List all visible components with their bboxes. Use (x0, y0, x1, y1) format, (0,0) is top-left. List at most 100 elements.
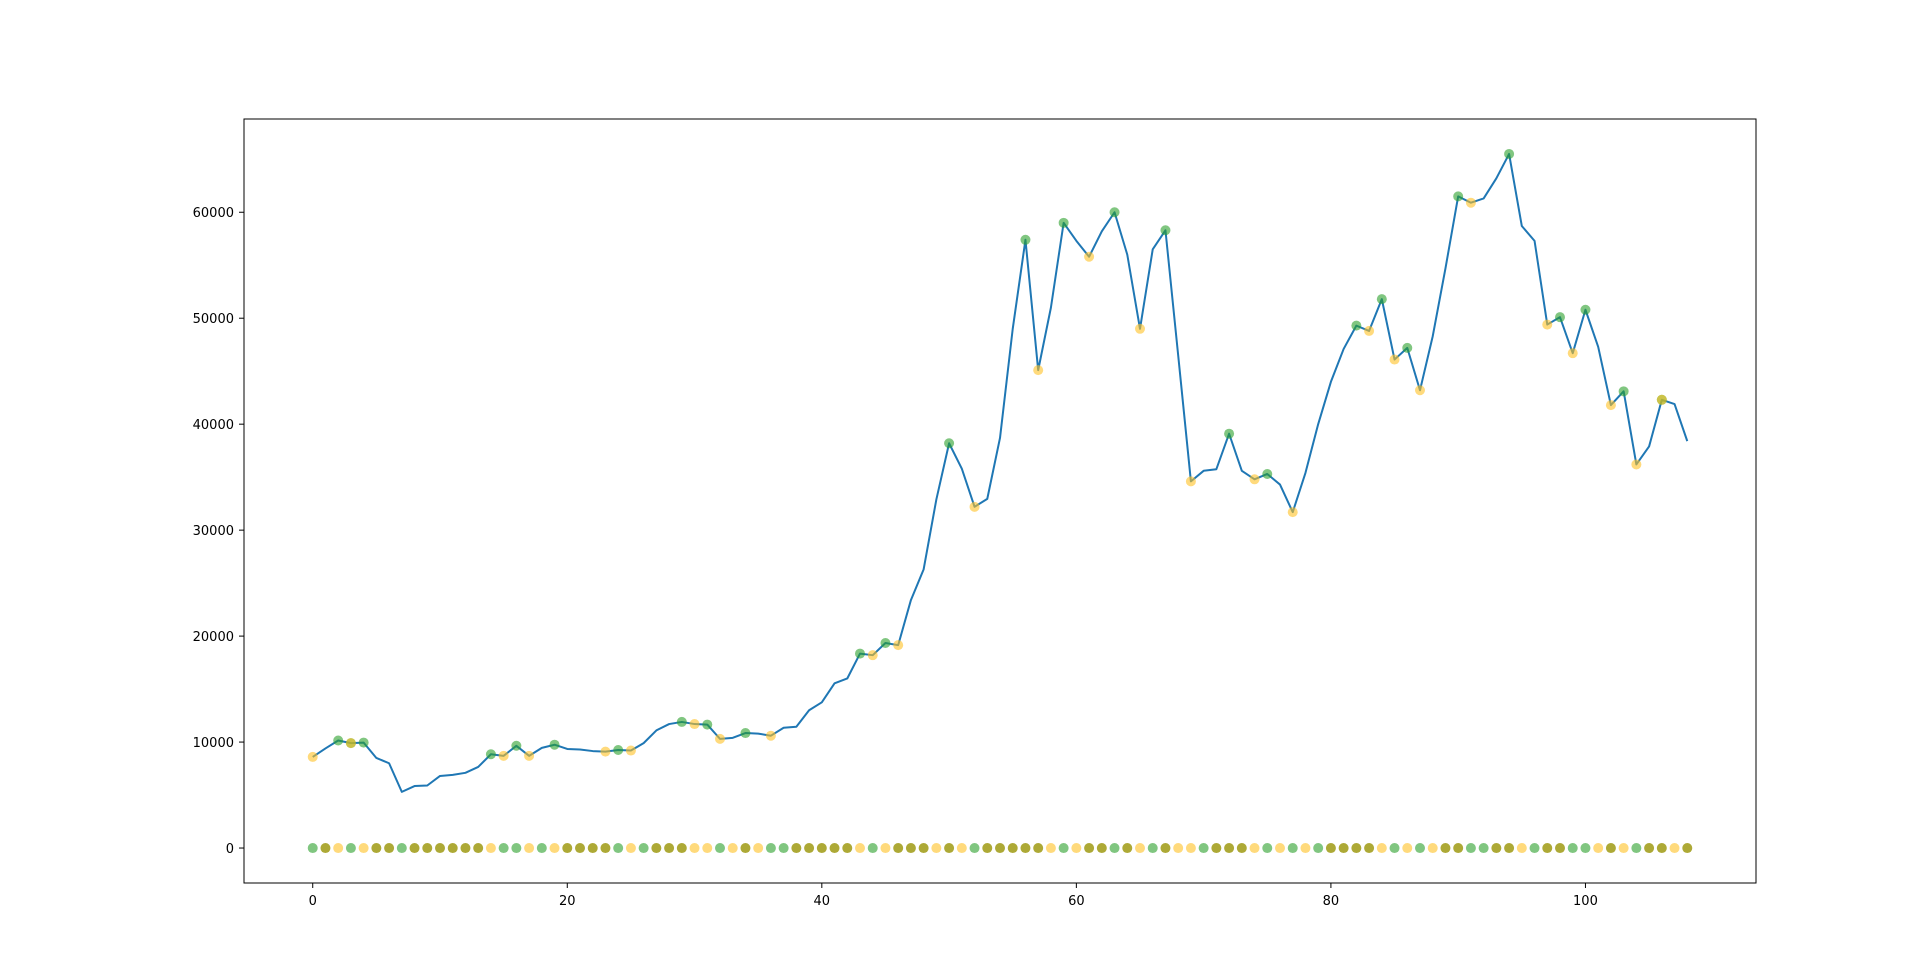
baseline-olive-marker (1160, 843, 1171, 854)
baseline-olive-marker (664, 843, 675, 854)
green-marker-point (1109, 207, 1120, 218)
baseline-yellow-marker (1427, 843, 1438, 854)
baseline-olive-marker (905, 843, 916, 854)
yellow-marker-point (1364, 325, 1375, 336)
green-marker-point (613, 745, 624, 756)
yellow-marker-point (498, 750, 509, 761)
baseline-olive-marker (1020, 843, 1031, 854)
baseline-green-marker (498, 843, 509, 854)
y-axis: 0 10000 20000 30000 40000 50000 60000 (193, 206, 244, 857)
yellow-marker-point (625, 745, 636, 756)
baseline-olive-marker (587, 843, 598, 854)
yellow-marker-point (307, 751, 318, 762)
yellow-marker-point (1389, 354, 1400, 365)
green-marker-point (1020, 234, 1031, 245)
y-tick-label: 50000 (193, 312, 234, 327)
baseline-green-marker (1580, 843, 1591, 854)
baseline-yellow-marker (727, 843, 738, 854)
baseline-olive-marker (816, 843, 827, 854)
baseline-olive-marker (944, 843, 955, 854)
green-marker-point (1580, 304, 1591, 315)
baseline-olive-marker (829, 843, 840, 854)
baseline-yellow-marker (1275, 843, 1285, 854)
baseline-olive-marker (893, 843, 904, 854)
baseline-green-marker (345, 843, 356, 854)
baseline-green-marker (778, 843, 789, 854)
yellow-marker-point (893, 640, 904, 651)
yellow-marker-point (689, 719, 700, 730)
baseline-yellow-marker (524, 843, 535, 854)
baseline-green-marker (765, 843, 776, 854)
baseline-olive-marker (460, 843, 471, 854)
baseline-olive-marker (473, 843, 484, 854)
baseline-green-marker (1478, 843, 1489, 854)
green-marker-point (549, 739, 560, 750)
baseline-olive-marker (651, 843, 662, 854)
x-tick-label: 0 (309, 894, 317, 909)
baseline-green-marker (1313, 843, 1324, 854)
baseline-yellow-marker (956, 843, 967, 854)
baseline-green-marker (536, 843, 547, 854)
baseline-yellow-marker (880, 843, 891, 854)
yellow-marker-point (765, 730, 776, 741)
green-marker-point (1224, 428, 1235, 439)
baseline-olive-marker (1504, 843, 1515, 854)
yellow-marker-point (345, 738, 356, 749)
baseline-olive-marker (422, 843, 433, 854)
green-marker-point (358, 737, 369, 748)
baseline-olive-marker (1325, 843, 1336, 854)
baseline-green-marker (1287, 843, 1298, 854)
baseline-yellow-marker (1669, 843, 1680, 854)
baseline-olive-marker (918, 843, 929, 854)
baseline-yellow-marker (625, 843, 636, 854)
baseline-yellow-marker (333, 843, 344, 854)
yellow-marker-point (969, 501, 980, 512)
baseline-yellow-marker (931, 843, 942, 854)
yellow-marker-point (1605, 400, 1616, 411)
baseline-green-marker (867, 843, 878, 854)
baseline-olive-marker (1555, 843, 1565, 854)
green-marker-point (1058, 217, 1069, 228)
x-axis: 0 20 40 60 80 100 (309, 883, 1598, 909)
baseline-yellow-marker (1516, 843, 1527, 854)
baseline-yellow-marker (689, 843, 700, 854)
baseline-olive-marker (995, 843, 1005, 854)
baseline-olive-marker (1096, 843, 1107, 854)
baseline-olive-marker (842, 843, 853, 854)
baseline-olive-marker (435, 843, 445, 854)
baseline-olive-marker (1682, 843, 1693, 854)
baseline-olive-marker (1644, 843, 1655, 854)
yellow-marker-point (1415, 385, 1425, 396)
green-marker-point (1402, 342, 1413, 353)
baseline-yellow-marker (1300, 843, 1311, 854)
baseline-green-marker (969, 843, 980, 854)
baseline-olive-marker (1491, 843, 1502, 854)
x-tick-label: 80 (1323, 894, 1340, 909)
baseline-olive-marker (982, 843, 993, 854)
baseline-olive-marker (791, 843, 802, 854)
yellow-marker-point (1465, 197, 1476, 208)
baseline-green-marker (1631, 843, 1642, 854)
green-marker-point (676, 716, 687, 727)
baseline-green-marker (307, 843, 318, 854)
baseline-olive-marker (1033, 843, 1044, 854)
green-marker-point (1618, 386, 1629, 397)
baseline-yellow-marker (1376, 843, 1387, 854)
baseline-olive-marker (1224, 843, 1235, 854)
baseline-green-marker (1529, 843, 1540, 854)
baseline-yellow-marker (1249, 843, 1260, 854)
y-tick-label: 10000 (193, 736, 234, 751)
baseline-olive-marker (1007, 843, 1018, 854)
baseline-yellow-marker (753, 843, 764, 854)
yellow-marker-point (524, 750, 535, 761)
baseline-olive-marker (320, 843, 331, 854)
y-tick-label: 40000 (193, 418, 234, 433)
baseline-olive-marker (1122, 843, 1133, 854)
yellow-marker-point (1542, 319, 1553, 330)
yellow-marker-point (867, 650, 878, 661)
yellow-marker-point (1185, 476, 1196, 487)
green-marker-point (855, 648, 865, 659)
baseline-yellow-marker (855, 843, 865, 854)
baseline-yellow-marker (485, 843, 496, 854)
